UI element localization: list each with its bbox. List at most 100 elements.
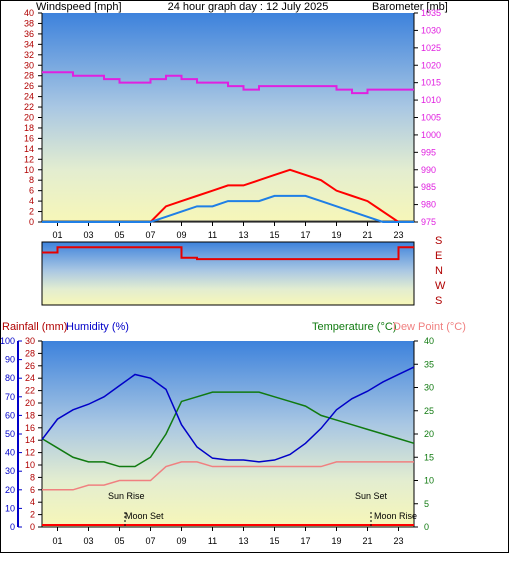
barometer-ytick-label: 1005	[421, 113, 441, 123]
barometer-ytick-label: 995	[421, 147, 436, 157]
wind-xtick-label: 11	[208, 230, 217, 240]
rain-ytick-label: 16	[25, 423, 35, 433]
temp-xtick-label: 15	[269, 536, 279, 546]
wind-ytick-label: 10	[24, 165, 34, 175]
temp-ytick-label: 0	[424, 522, 429, 532]
wind-ytick-label: 14	[24, 144, 34, 154]
wind-ytick-label: 26	[24, 81, 34, 91]
moon-rise-label: Moon Rise	[374, 511, 417, 521]
humidity-ytick-label: 90	[5, 355, 15, 365]
rain-ytick-label: 28	[25, 348, 35, 358]
rain-ytick-label: 30	[25, 336, 35, 346]
temperature-line	[41, 391, 415, 468]
temp-xtick-label: 23	[393, 536, 403, 546]
wind-direction-label: S	[435, 235, 442, 247]
barometer-ytick-label: 1015	[421, 78, 441, 88]
dewpoint-label: Dew Point (°C)	[393, 321, 466, 333]
panel3-series	[41, 366, 415, 491]
rain-ytick-label: 14	[25, 435, 35, 445]
wind-ytick-label: 8	[29, 175, 34, 185]
temp-xtick-label: 21	[362, 536, 372, 546]
wind-direction-plot-area	[42, 242, 414, 305]
barometer-ytick-label: 1030	[421, 25, 441, 35]
temp-ytick-label: 25	[424, 406, 434, 416]
windspeed-label: Windspeed [mph]	[36, 1, 122, 13]
humidity-ytick-label: 30	[5, 466, 15, 476]
barometer-ytick-label: 1025	[421, 43, 441, 53]
humidity-ytick-label: 70	[5, 392, 15, 402]
temp-ytick-label: 15	[424, 452, 434, 462]
wind-direction-label: S	[435, 295, 442, 307]
barometer-line	[42, 71, 414, 95]
temp-ytick-label: 20	[424, 429, 434, 439]
wind-ytick-label: 2	[29, 207, 34, 217]
humidity-ytick-label: 50	[5, 429, 15, 439]
humidity-ytick-label: 20	[5, 485, 15, 495]
wind-ytick-label: 36	[24, 29, 34, 39]
temp-ytick-label: 40	[424, 336, 434, 346]
temp-xtick-label: 07	[145, 536, 155, 546]
wind-direction-label: E	[435, 250, 442, 262]
wind-xtick-label: 15	[269, 230, 279, 240]
temp-xtick-label: 11	[208, 536, 217, 546]
humidity-ytick-label: 40	[5, 448, 15, 458]
rainfall-label: Rainfall (mm)	[2, 321, 67, 333]
humidity-ytick-label: 60	[5, 410, 15, 420]
wind-ytick-label: 34	[24, 39, 34, 49]
wind-average-line	[42, 194, 414, 223]
humidity-ytick-label: 100	[0, 336, 15, 346]
wind-ytick-label: 30	[24, 60, 34, 70]
rain-ytick-label: 4	[30, 497, 35, 507]
wind-ytick-label: 24	[24, 92, 34, 102]
panel1-series	[42, 71, 414, 223]
wind-xtick-label: 09	[176, 230, 186, 240]
barometer-ytick-label: 1000	[421, 130, 441, 140]
wind-ytick-label: 38	[24, 18, 34, 28]
wind-direction-frame	[41, 241, 415, 306]
wind-xtick-label: 19	[331, 230, 341, 240]
humidity-label: Humidity (%)	[66, 321, 129, 333]
wind-ytick-label: 28	[24, 71, 34, 81]
rain-ytick-label: 12	[25, 448, 35, 458]
wind-direction-label: W	[435, 280, 446, 292]
wind-direction-label: N	[435, 265, 443, 277]
wind-ytick-label: 40	[24, 8, 34, 18]
wind-ytick-label: 0	[29, 217, 34, 227]
wind-xtick-label: 01	[52, 230, 62, 240]
rain-ytick-label: 24	[25, 373, 35, 383]
temperature-label: Temperature (°C)	[312, 321, 396, 333]
wind-xtick-label: 13	[238, 230, 248, 240]
temp-xtick-label: 05	[114, 536, 124, 546]
wind-ytick-label: 32	[24, 50, 34, 60]
wind-xtick-label: 17	[300, 230, 310, 240]
wind-direction-series	[42, 246, 414, 261]
sun-set-label: Sun Set	[355, 491, 388, 501]
moon-set-label: Moon Set	[125, 511, 164, 521]
rain-ytick-label: 18	[25, 410, 35, 420]
wind-pressure-plot-area	[42, 13, 414, 222]
temp-ytick-label: 10	[424, 476, 434, 486]
temp-humidity-plot-area	[42, 341, 414, 527]
wind-ytick-label: 6	[29, 186, 34, 196]
outer-frame	[0, 0, 509, 553]
panel3-ticks: 0246810121416182022242628300102030405060…	[0, 336, 434, 546]
wind-xtick-label: 07	[145, 230, 155, 240]
rain-ytick-label: 22	[25, 386, 35, 396]
barometer-ytick-label: 985	[421, 182, 436, 192]
wind-ytick-label: 16	[24, 133, 34, 143]
panel1-ticks: 0246810121416182022242628303234363840975…	[24, 8, 441, 240]
temp-ytick-label: 35	[424, 359, 434, 369]
wind-xtick-label: 21	[362, 230, 372, 240]
rain-ytick-label: 8	[30, 472, 35, 482]
wind-xtick-label: 23	[393, 230, 403, 240]
wind-ytick-label: 20	[24, 113, 34, 123]
barometer-ytick-label: 990	[421, 165, 436, 175]
wind-ytick-label: 18	[24, 123, 34, 133]
barometer-ytick-label: 975	[421, 217, 436, 227]
temp-xtick-label: 17	[300, 536, 310, 546]
humidity-ytick-label: 10	[5, 503, 15, 513]
barometer-ytick-label: 1035	[421, 8, 441, 18]
